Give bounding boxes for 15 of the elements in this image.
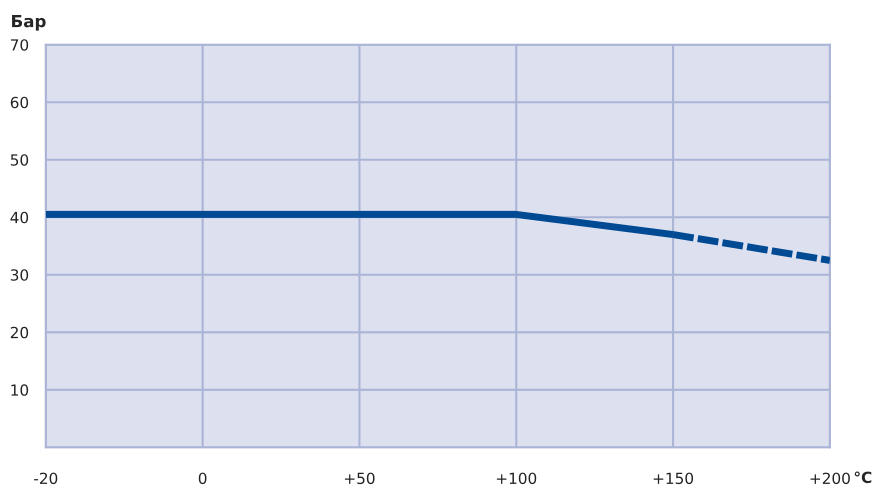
y-tick-label: 70 bbox=[10, 39, 28, 51]
y-tick-label: 50 bbox=[10, 154, 28, 166]
x-tick-label: +150 bbox=[654, 472, 694, 484]
y-tick-label: 10 bbox=[11, 384, 28, 396]
y-axis-title: Бар bbox=[12, 15, 46, 31]
x-tick-label: -20 bbox=[34, 472, 58, 484]
y-tick-label: 30 bbox=[10, 269, 28, 281]
y-tick-label: 40 bbox=[10, 212, 28, 224]
y-tick-label: 60 bbox=[10, 96, 28, 108]
x-tick-label: 0 bbox=[198, 472, 206, 484]
x-axis-title: °C bbox=[854, 471, 872, 484]
y-tick-label: 20 bbox=[10, 326, 28, 338]
x-tick-label: +200 bbox=[810, 472, 850, 484]
x-tick-label: +50 bbox=[344, 472, 375, 484]
x-tick-label: +100 bbox=[496, 472, 536, 484]
